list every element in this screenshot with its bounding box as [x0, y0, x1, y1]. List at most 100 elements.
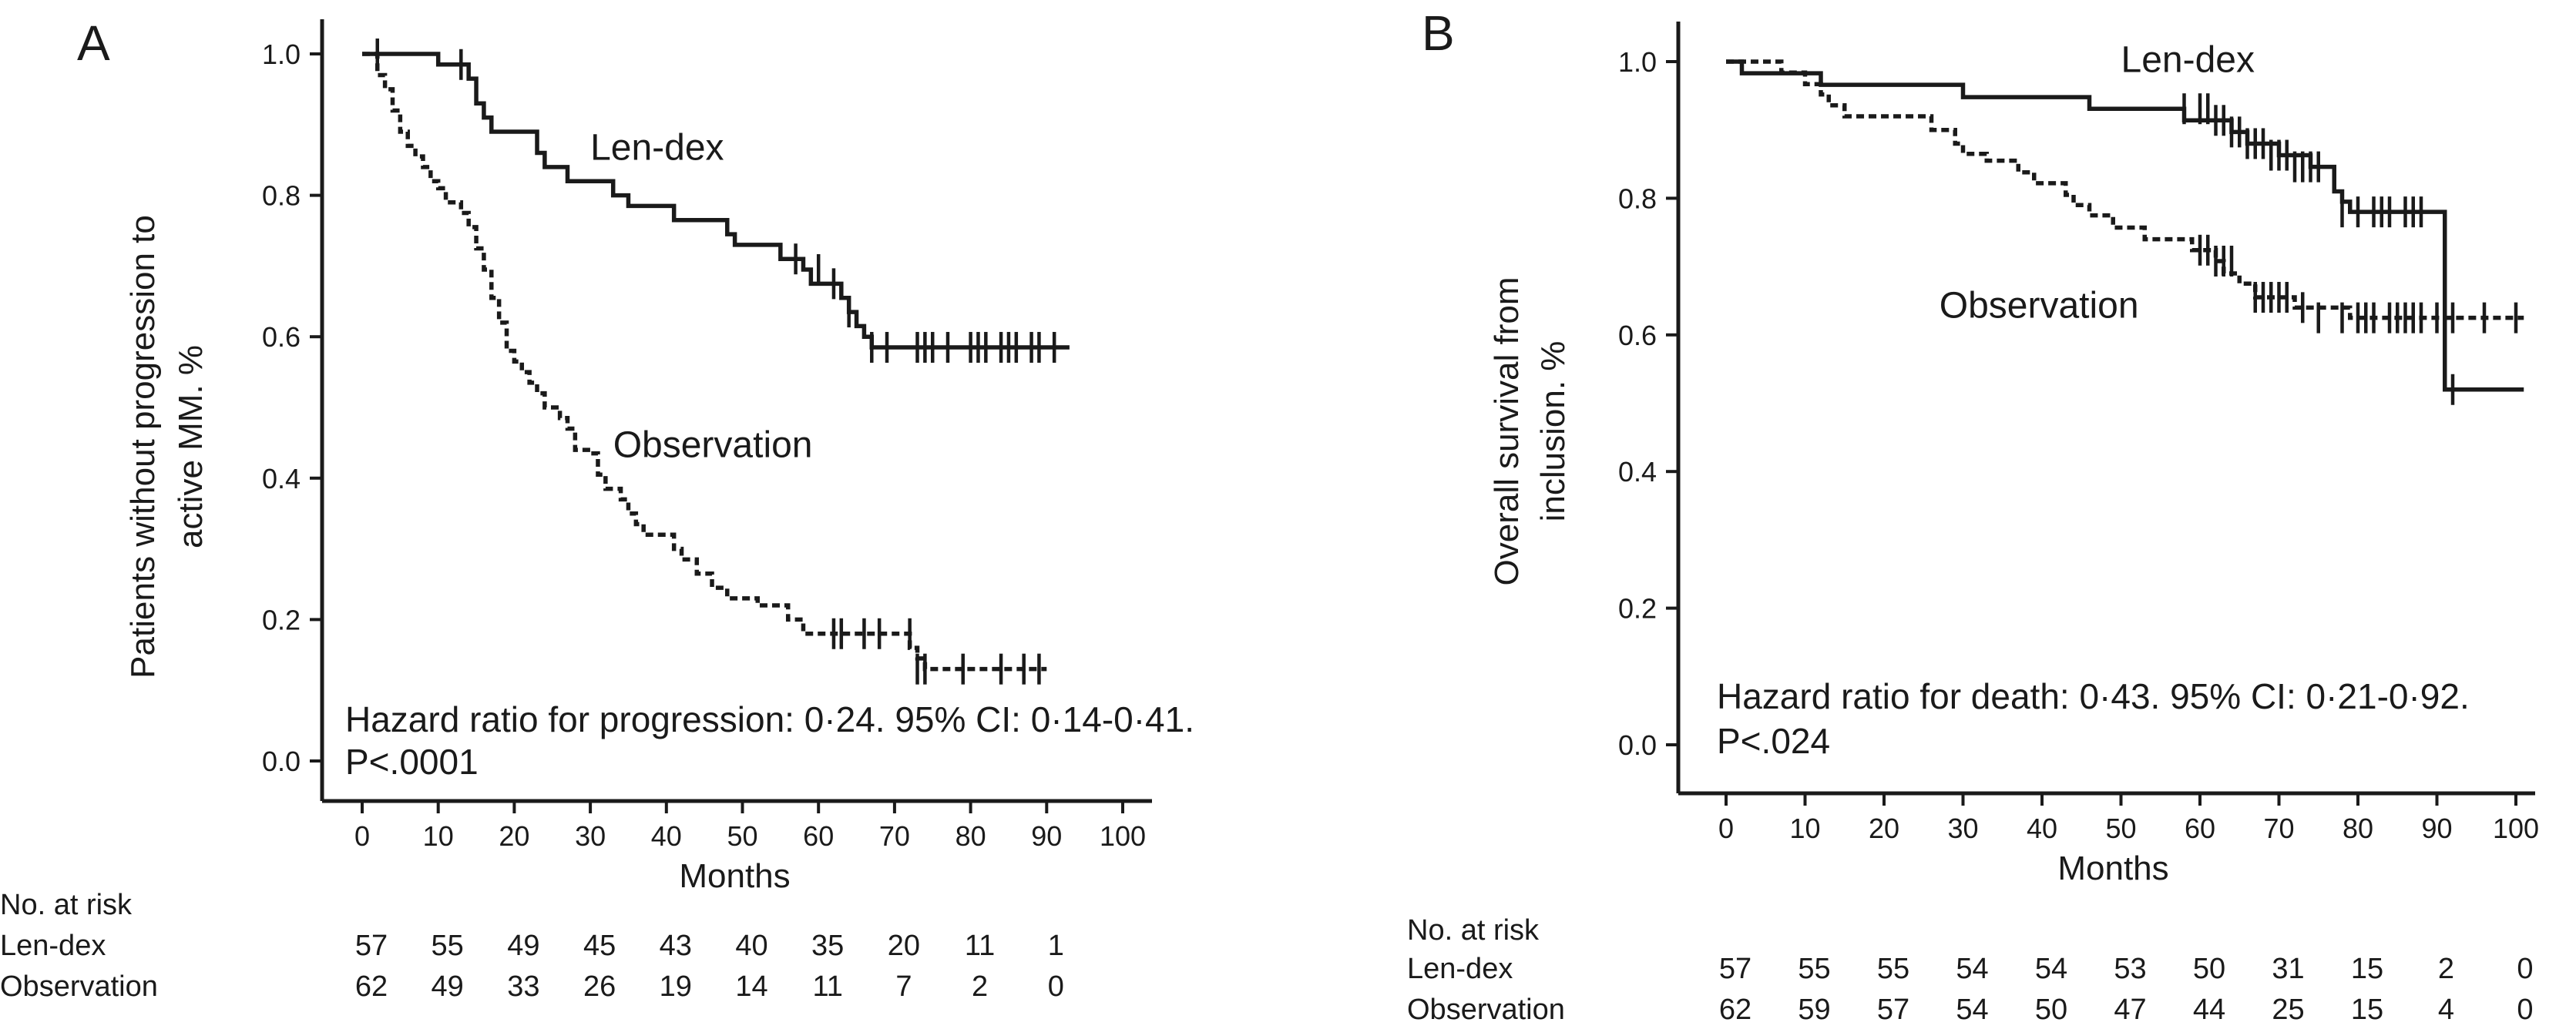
x-tick-label: 20: [499, 820, 529, 852]
risk-table-cell: 62: [355, 970, 388, 1003]
risk-table-cell: 33: [507, 970, 539, 1003]
x-tick-label: 80: [2343, 813, 2373, 844]
x-axis-title: Months: [679, 857, 790, 895]
risk-table-cell: 50: [2035, 994, 2067, 1026]
risk-table-cell: 15: [2351, 994, 2383, 1026]
y-tick-label: 0.0: [262, 746, 301, 777]
risk-table-cell: 0: [2517, 953, 2533, 985]
y-tick-label: 1.0: [1618, 46, 1657, 78]
risk-table-cell: 1: [1048, 930, 1064, 962]
x-tick-label: 80: [956, 820, 986, 852]
risk-table-cell: 0: [1048, 970, 1064, 1003]
hazard-ratio-annotation: P<.0001: [345, 742, 479, 782]
x-tick-label: 70: [2263, 813, 2294, 844]
y-tick-label: 0.2: [262, 604, 301, 635]
x-tick-label: 100: [1100, 820, 1146, 852]
risk-table-cell: 49: [507, 930, 539, 962]
y-tick-label: 0.4: [262, 463, 301, 494]
risk-table-cell: 11: [965, 930, 995, 962]
y-tick-label: 0.8: [262, 180, 301, 212]
y-axis-title: Overall survival from: [1488, 277, 1526, 586]
series-label: Observation: [1940, 286, 2139, 327]
risk-table-cell: 45: [583, 930, 616, 962]
risk-table-cell: 54: [1956, 953, 1988, 985]
risk-table-cell: 59: [1798, 994, 1830, 1026]
y-tick-label: 0.8: [1618, 183, 1657, 214]
x-tick-label: 30: [1947, 813, 1978, 844]
risk-table-header: No. at risk: [0, 889, 133, 921]
risk-table-cell: 57: [1877, 994, 1909, 1026]
series-label: Len-dex: [2121, 39, 2255, 80]
risk-table-cell: 54: [1956, 994, 1988, 1026]
hazard-ratio-annotation: Hazard ratio for progression: 0·24. 95% …: [345, 699, 1194, 739]
risk-table-cell: 4: [2438, 994, 2454, 1026]
y-axis-title: Patients without progression to: [124, 215, 162, 679]
risk-table-cell: 55: [1798, 953, 1830, 985]
risk-table-cell: 2: [972, 970, 988, 1003]
risk-table-cell: 55: [1877, 953, 1909, 985]
risk-table-cell: 40: [735, 930, 767, 962]
series-label: Len-dex: [590, 128, 724, 169]
series-label: Observation: [613, 424, 813, 465]
risk-table-cell: 31: [2272, 953, 2304, 985]
km-curve-observation: [362, 52, 1047, 672]
y-tick-label: 0.2: [1618, 593, 1657, 625]
x-tick-label: 90: [2421, 813, 2452, 844]
panel-letter: B: [1422, 5, 1455, 61]
x-axis-title: Months: [2057, 850, 2168, 887]
y-tick-label: 0.0: [1618, 729, 1657, 761]
km-curve-len-dex: [362, 52, 1070, 350]
risk-table-cell: 25: [2272, 994, 2304, 1026]
risk-table-row-label: Len-dex: [1407, 953, 1513, 985]
x-tick-label: 40: [651, 820, 682, 852]
panel-letter: A: [77, 15, 110, 71]
risk-table-cell: 57: [355, 930, 388, 962]
x-tick-label: 30: [575, 820, 606, 852]
risk-table-cell: 50: [2193, 953, 2225, 985]
risk-table-cell: 2: [2438, 953, 2454, 985]
risk-table-cell: 20: [888, 930, 920, 962]
y-axis-title: active MM. %: [172, 345, 210, 548]
risk-table-header: No. at risk: [1407, 914, 1540, 947]
risk-table-cell: 44: [2193, 994, 2225, 1026]
x-tick-label: 100: [2493, 813, 2539, 844]
risk-table-cell: 35: [811, 930, 844, 962]
x-tick-label: 60: [803, 820, 834, 852]
risk-table-cell: 43: [660, 930, 692, 962]
risk-table-cell: 19: [660, 970, 692, 1003]
risk-table-cell: 55: [432, 930, 464, 962]
x-tick-label: 50: [727, 820, 757, 852]
y-tick-label: 0.4: [1618, 456, 1657, 488]
risk-table-row-label: Observation: [0, 970, 158, 1003]
y-tick-label: 0.6: [262, 321, 301, 353]
risk-table-cell: 53: [2114, 953, 2146, 985]
risk-table-cell: 54: [2035, 953, 2067, 985]
risk-table-cell: 11: [812, 970, 842, 1003]
x-tick-label: 40: [2027, 813, 2057, 844]
panel-b: B0.00.20.40.60.81.00 10 20 30 40 50 60 70 80 90 10…: [1407, 5, 2539, 1026]
y-axis-title: inclusion. %: [1534, 341, 1572, 522]
y-tick-label: 0.6: [1618, 320, 1657, 351]
x-tick-label: 70: [879, 820, 910, 852]
km-curve-observation: [1726, 59, 2524, 320]
x-tick-label: 60: [2185, 813, 2215, 844]
risk-table-cell: 47: [2114, 994, 2146, 1026]
x-tick-label: 20: [1869, 813, 1899, 844]
risk-table-cell: 0: [2517, 994, 2533, 1026]
x-tick-label: 10: [1789, 813, 1820, 844]
x-tick-label: 10: [423, 820, 454, 852]
x-tick-label: 0: [354, 820, 370, 852]
risk-table-cell: 14: [735, 970, 767, 1003]
x-tick-label: 50: [2105, 813, 2136, 844]
risk-table-cell: 26: [583, 970, 616, 1003]
hazard-ratio-annotation: P<.024: [1717, 721, 1830, 761]
y-tick-label: 1.0: [262, 39, 301, 70]
x-tick-label: 0: [1718, 813, 1734, 844]
risk-table-cell: 15: [2351, 953, 2383, 985]
panel-a: A0.00.20.40.60.81.00 10 20 30 40 50 60 70 80 90 10…: [0, 15, 1194, 1003]
x-tick-label: 90: [1031, 820, 1062, 852]
risk-table-cell: 62: [1719, 994, 1751, 1026]
risk-table-cell: 57: [1719, 953, 1751, 985]
hazard-ratio-annotation: Hazard ratio for death: 0·43. 95% CI: 0·…: [1717, 676, 2470, 716]
